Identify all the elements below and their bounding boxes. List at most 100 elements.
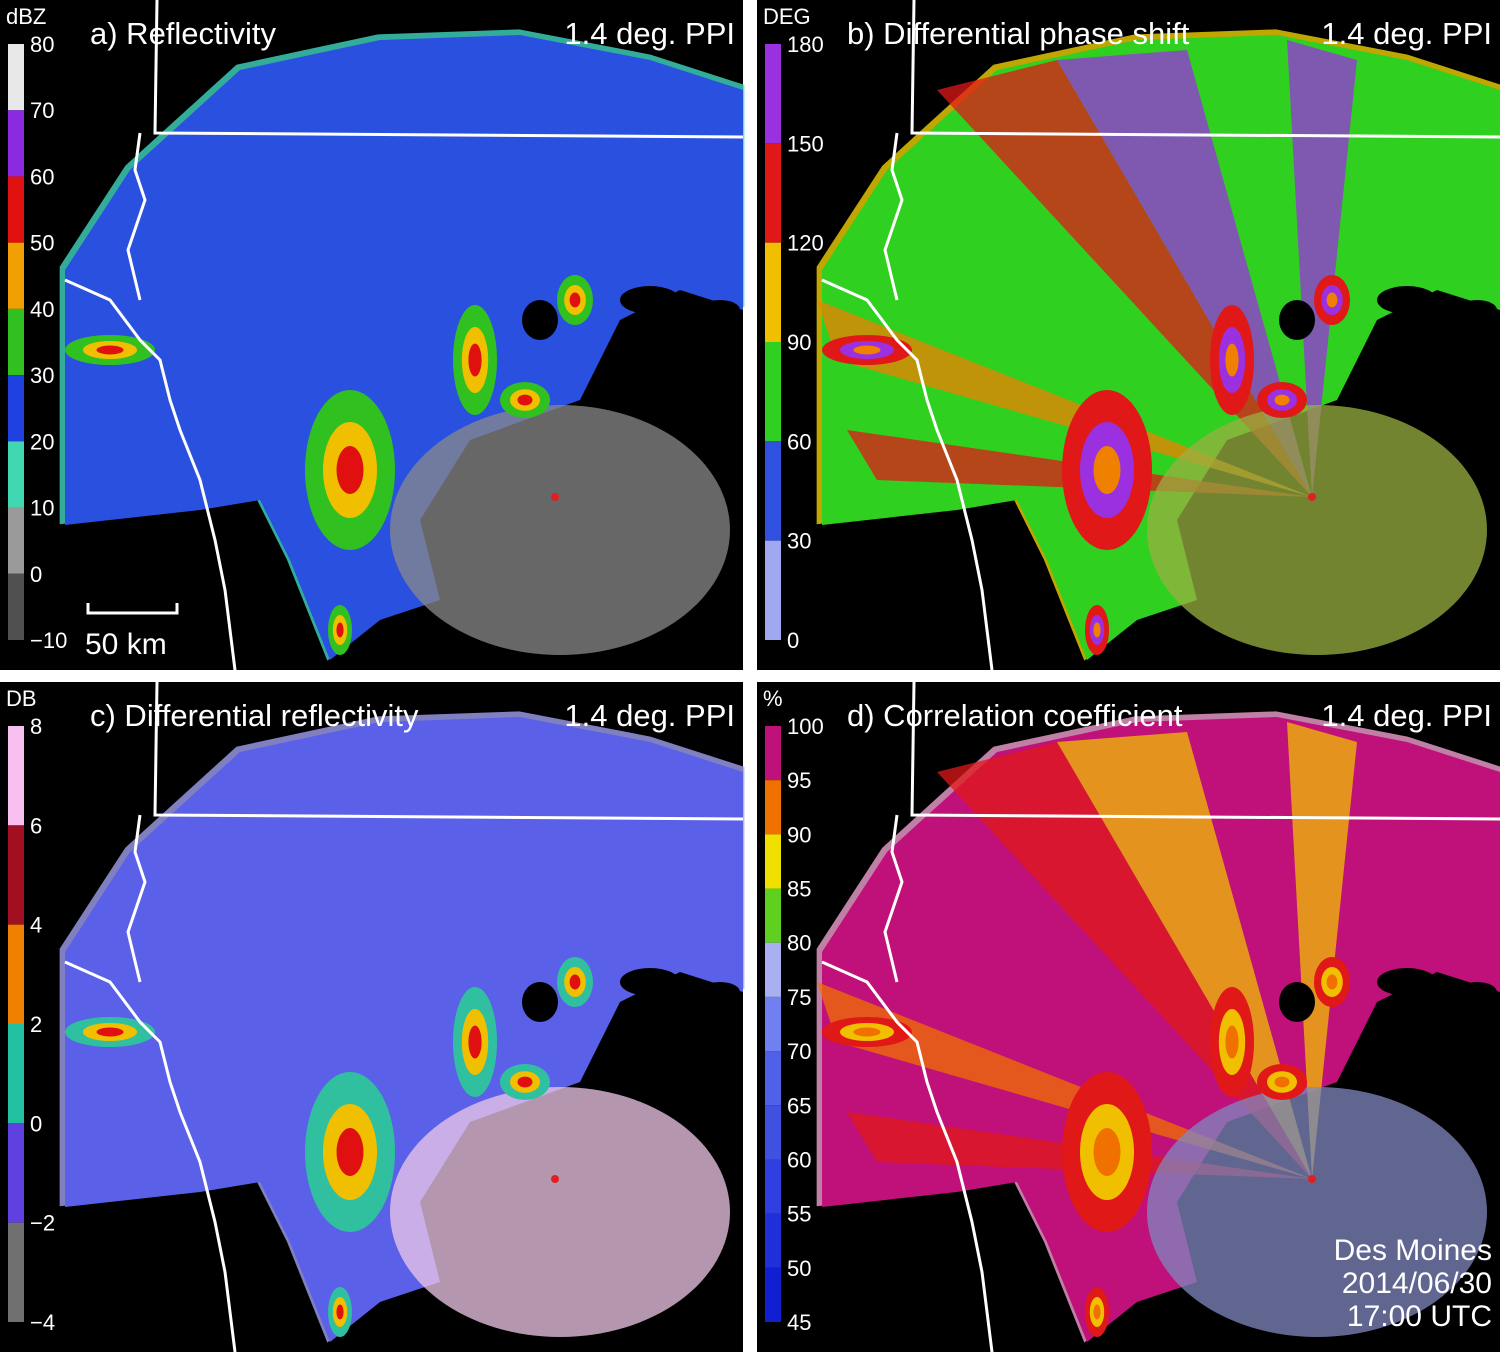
colorbar-tick-label: 40 — [30, 297, 54, 322]
river-border — [821, 278, 994, 671]
colorbar-tick-label: 50 — [30, 231, 54, 256]
colorbar-unit: % — [763, 686, 783, 711]
river-border — [64, 278, 237, 671]
no-echo-hole — [620, 286, 680, 314]
colorbar-unit: DEG — [763, 4, 811, 29]
storm-core — [1225, 343, 1239, 377]
colorbar-tick-label: 50 — [787, 1256, 811, 1281]
colorbar-tick-label: 80 — [787, 931, 811, 956]
storm-core — [336, 622, 344, 638]
panel: DEG 180 150 120 90 60 30 0 b) Differential phase… — [757, 0, 1500, 671]
colorbar-tick-label: 4 — [30, 913, 42, 938]
colorbar-unit: DB — [6, 686, 37, 711]
no-echo-hole — [620, 968, 680, 996]
colorbar-tick-label: 90 — [787, 330, 811, 355]
storm-core — [96, 1027, 124, 1037]
no-echo-hole — [1377, 286, 1437, 314]
colorbar-tick-label: 120 — [787, 231, 824, 256]
colorbar-segment — [765, 834, 781, 889]
river-border — [64, 960, 237, 1353]
no-echo-hole — [1279, 300, 1315, 340]
colorbar-tick-label: 60 — [787, 1147, 811, 1172]
no-echo-hole — [1457, 982, 1497, 1002]
state-border — [126, 0, 744, 301]
panel: %100 95 90 85 80 75 70 65 60 55 50 45 d) Correlation… — [757, 681, 1500, 1353]
colorbar-tick-label: 95 — [787, 768, 811, 793]
clear-air-echo — [390, 405, 730, 655]
colorbar-tick-label: 45 — [787, 1310, 811, 1335]
colorbar-tick-label: 90 — [787, 822, 811, 847]
colorbar-segment — [765, 44, 781, 144]
radar-site — [1308, 1175, 1316, 1183]
colorbar-tick-label: 150 — [787, 131, 824, 156]
colorbar-tick-label: 85 — [787, 877, 811, 902]
scan-label: 1.4 deg. PPI — [1321, 16, 1492, 51]
colorbar-tick-label: −4 — [30, 1310, 55, 1335]
storm-core — [96, 345, 124, 355]
no-echo-hole — [1457, 300, 1497, 320]
clear-air-echo — [1147, 1087, 1487, 1337]
radar-site — [551, 493, 559, 501]
scan-label: 1.4 deg. PPI — [1321, 698, 1492, 733]
colorbar-segment — [8, 242, 24, 309]
colorbar-tick-label: 0 — [787, 628, 799, 653]
no-echo-hole — [522, 982, 558, 1022]
storm-core — [1093, 1304, 1101, 1320]
radial-streak — [817, 300, 1312, 497]
clear-air-echo — [390, 1087, 730, 1337]
radial-streak — [817, 982, 1312, 1179]
colorbar-tick-label: 70 — [787, 1039, 811, 1064]
scale-bar-label: 50 km — [85, 628, 167, 661]
colorbar-segment — [8, 1222, 24, 1322]
no-echo-hole — [1377, 968, 1437, 996]
storm-core — [1274, 394, 1290, 406]
echo-region — [65, 717, 743, 1342]
storm-core — [1093, 1128, 1121, 1176]
colorbar-segment — [8, 308, 24, 376]
storm-core — [1326, 974, 1338, 990]
colorbar-segment — [765, 441, 781, 541]
storm-core — [517, 394, 533, 406]
storm-core — [1093, 622, 1101, 638]
panel-title: b) Differential phase shift — [847, 16, 1190, 51]
scan-label: 1.4 deg. PPI — [564, 16, 735, 51]
colorbar-segment — [765, 1159, 781, 1214]
storm-core — [1225, 1025, 1239, 1059]
colorbar-segment — [8, 924, 24, 1024]
colorbar-tick-label: 65 — [787, 1093, 811, 1118]
storm-core — [569, 974, 581, 990]
colorbar-tick-label: 60 — [30, 164, 54, 189]
radial-streak — [1287, 722, 1357, 1179]
station-time: 17:00 UTC — [1347, 1300, 1492, 1333]
panel-title: c) Differential reflectivity — [90, 698, 419, 733]
colorbar-segment — [8, 176, 24, 243]
colorbar-tick-label: −2 — [30, 1211, 55, 1236]
colorbar-segment — [765, 1105, 781, 1160]
colorbar-segment — [8, 1024, 24, 1124]
storm-core — [336, 1128, 364, 1176]
state-border — [883, 681, 1500, 983]
state-border — [883, 0, 1500, 301]
colorbar-segment — [765, 996, 781, 1052]
storm-core — [853, 345, 881, 355]
colorbar-tick-label: 180 — [787, 32, 824, 57]
colorbar-tick-label: 8 — [30, 714, 42, 739]
radial-streak — [1287, 40, 1357, 497]
panel-title: a) Reflectivity — [90, 16, 277, 51]
colorbar-tick-label: 10 — [30, 496, 54, 521]
storm-core — [468, 343, 482, 377]
colorbar-tick-label: 2 — [30, 1012, 42, 1037]
colorbar-tick-label: 70 — [30, 98, 54, 123]
colorbar-segment — [8, 573, 24, 640]
scan-label: 1.4 deg. PPI — [564, 698, 735, 733]
echo-region — [65, 35, 743, 660]
storm-core — [1326, 292, 1338, 308]
colorbar-segment — [8, 507, 24, 574]
storm-core — [569, 292, 581, 308]
storm-core — [1093, 446, 1121, 494]
colorbar-unit: dBZ — [6, 4, 46, 29]
storm-core — [336, 446, 364, 494]
colorbar-tick-label: 75 — [787, 985, 811, 1010]
colorbar-segment — [765, 1267, 781, 1322]
